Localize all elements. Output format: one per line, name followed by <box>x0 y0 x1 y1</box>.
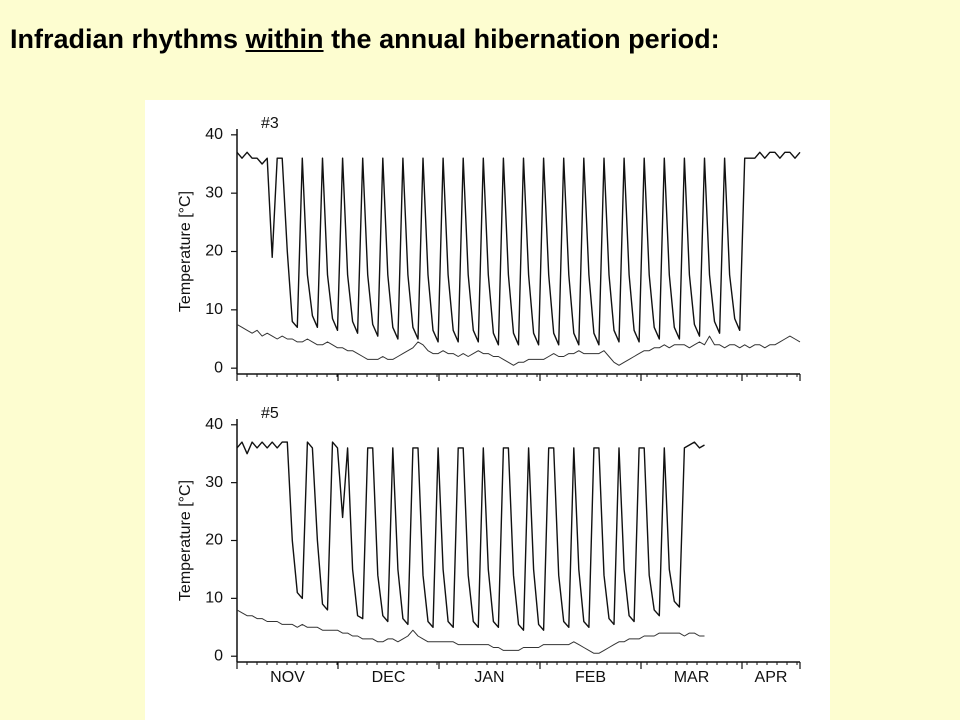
y-axis-label: Temperature [°C] <box>177 480 194 601</box>
title-part: the annual hibernation period: <box>331 24 720 54</box>
panel-label: #3 <box>261 115 279 132</box>
x-tick-label: FEB <box>575 669 606 686</box>
x-tick-label: APR <box>755 669 788 686</box>
y-tick-label: 0 <box>214 647 223 664</box>
x-tick-label: NOV <box>270 669 305 686</box>
data-line <box>236 151 801 346</box>
title-part: Infradian rhythms <box>10 24 239 54</box>
y-tick-label: 30 <box>205 474 223 491</box>
data-line <box>236 441 705 631</box>
x-tick-label: MAR <box>674 669 710 686</box>
y-tick-label: 20 <box>205 532 223 549</box>
y-tick-label: 10 <box>205 590 223 607</box>
y-tick-label: 0 <box>214 359 223 376</box>
slide-title: Infradian rhythms within the annual hibe… <box>10 18 890 61</box>
figure-panel <box>145 100 830 720</box>
y-tick-label: 30 <box>205 184 223 201</box>
y-tick-label: 40 <box>205 416 223 433</box>
y-tick-label: 10 <box>205 301 223 318</box>
panel-label: #5 <box>261 405 279 422</box>
x-tick-label: JAN <box>474 669 504 686</box>
x-tick-label: DEC <box>372 669 406 686</box>
data-line <box>236 609 705 654</box>
data-line <box>236 323 801 366</box>
title-part-underlined: within <box>245 24 324 54</box>
y-tick-label: 40 <box>205 126 223 143</box>
y-tick-label: 20 <box>205 243 223 260</box>
y-axis-label: Temperature [°C] <box>177 191 194 312</box>
